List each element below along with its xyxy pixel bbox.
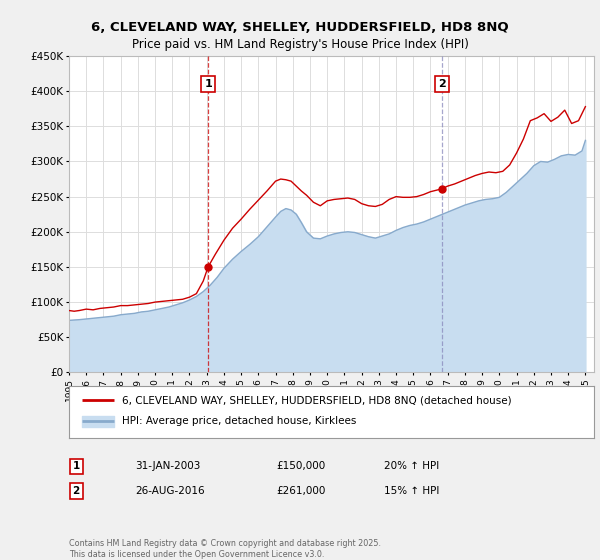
Text: Contains HM Land Registry data © Crown copyright and database right 2025.
This d: Contains HM Land Registry data © Crown c… xyxy=(69,539,381,559)
Text: 1: 1 xyxy=(204,79,212,89)
Text: 2: 2 xyxy=(438,79,446,89)
Text: HPI: Average price, detached house, Kirklees: HPI: Average price, detached house, Kirk… xyxy=(121,417,356,426)
Text: 1: 1 xyxy=(73,461,80,472)
Text: 15% ↑ HPI: 15% ↑ HPI xyxy=(384,486,439,496)
Text: 20% ↑ HPI: 20% ↑ HPI xyxy=(384,461,439,472)
Text: £150,000: £150,000 xyxy=(276,461,325,472)
Text: 6, CLEVELAND WAY, SHELLEY, HUDDERSFIELD, HD8 8NQ (detached house): 6, CLEVELAND WAY, SHELLEY, HUDDERSFIELD,… xyxy=(121,395,511,405)
Text: 2: 2 xyxy=(73,486,80,496)
Text: Price paid vs. HM Land Registry's House Price Index (HPI): Price paid vs. HM Land Registry's House … xyxy=(131,38,469,51)
Text: 6, CLEVELAND WAY, SHELLEY, HUDDERSFIELD, HD8 8NQ: 6, CLEVELAND WAY, SHELLEY, HUDDERSFIELD,… xyxy=(91,21,509,34)
Text: 31-JAN-2003: 31-JAN-2003 xyxy=(135,461,200,472)
Text: 26-AUG-2016: 26-AUG-2016 xyxy=(135,486,205,496)
Text: £261,000: £261,000 xyxy=(276,486,325,496)
